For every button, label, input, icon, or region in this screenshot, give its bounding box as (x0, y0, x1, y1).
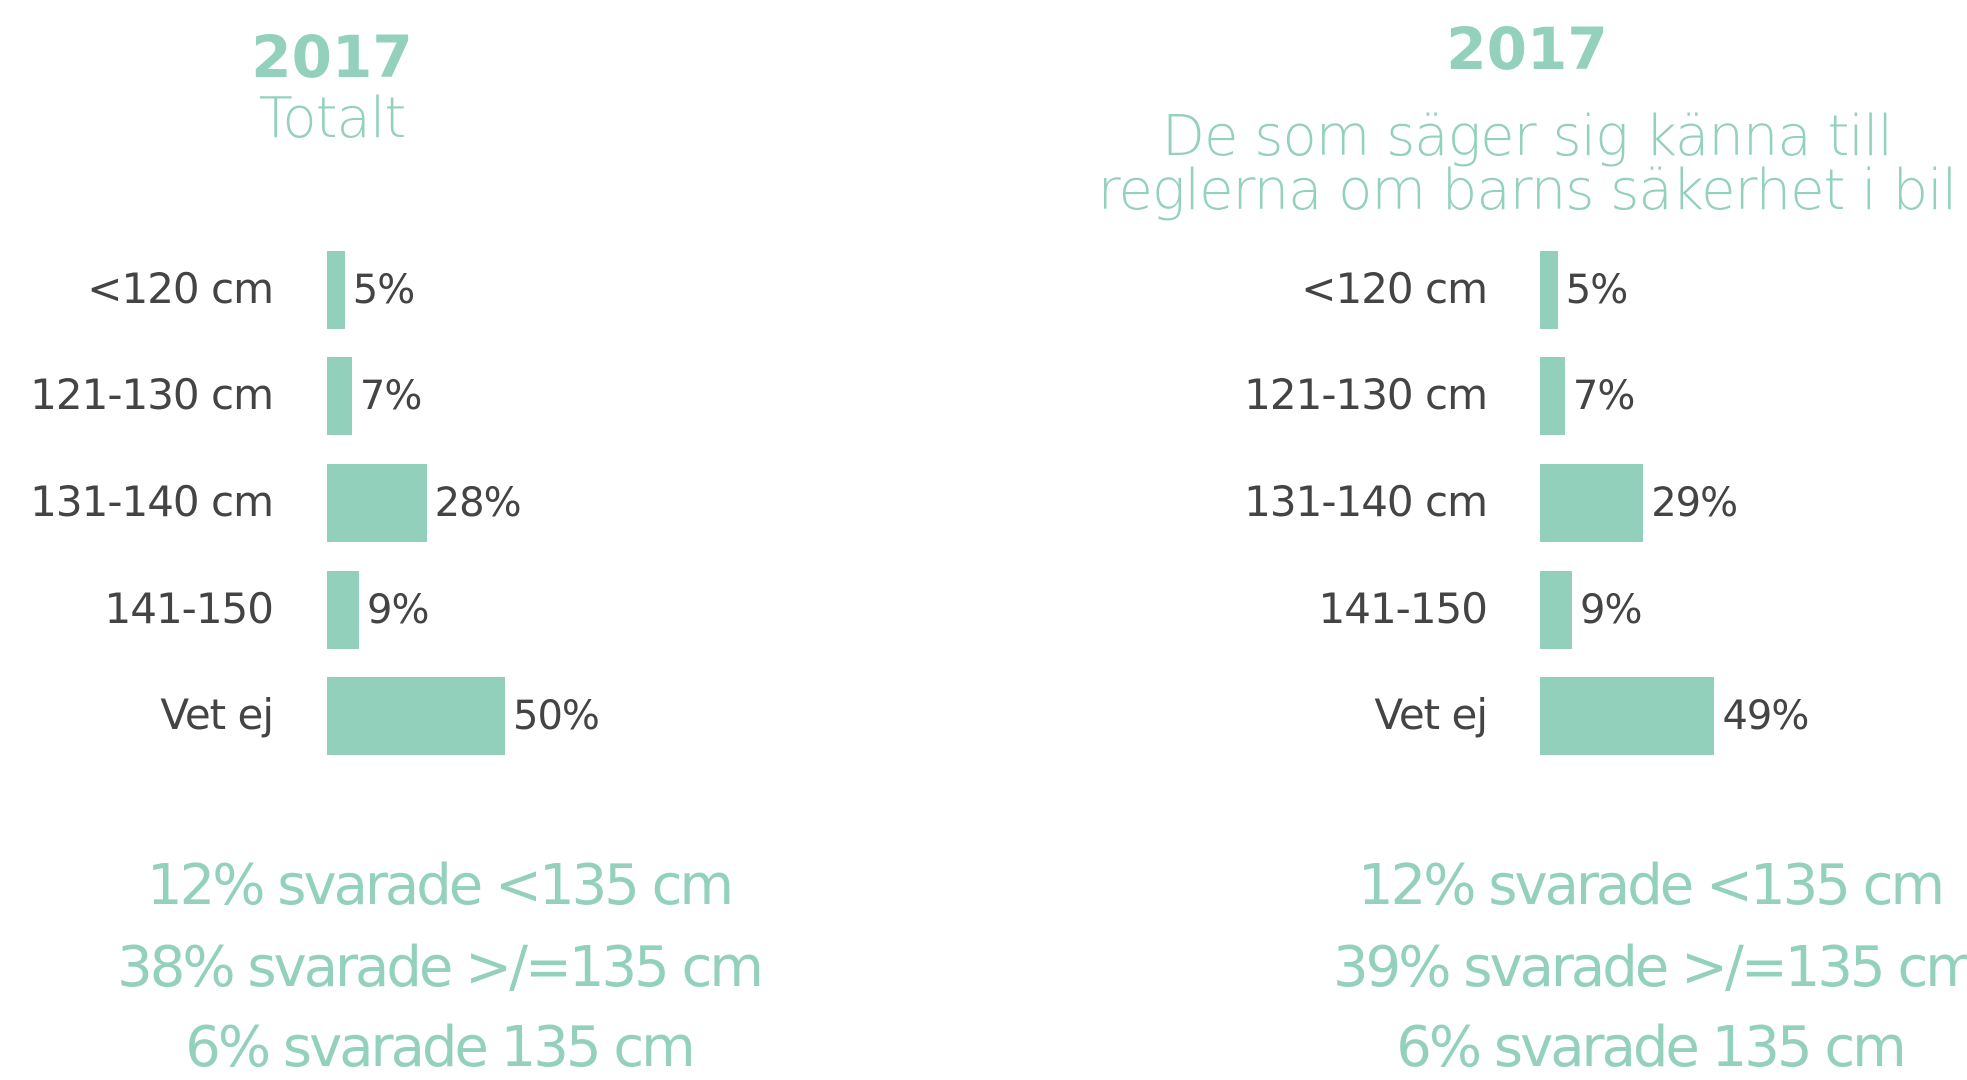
annotation: 12% svarade <135 cm (147, 853, 734, 918)
bar (327, 464, 427, 542)
bar (1540, 357, 1565, 435)
value-label: 28% (434, 480, 522, 526)
category-label: 121-130 cm (1244, 370, 1488, 419)
category-label: 141-150 (1318, 584, 1488, 633)
bar (327, 357, 352, 435)
value-label: 9% (367, 587, 429, 633)
chart-title: 2017 (251, 23, 413, 91)
value-label: 7% (359, 373, 422, 419)
category-label: Vet ej (160, 690, 274, 739)
annotation: 6% svarade 135 cm (1396, 1015, 1906, 1080)
category-label: 131-140 cm (30, 477, 274, 526)
bar (327, 251, 345, 329)
value-label: 5% (1565, 267, 1628, 313)
category-label: 141-150 (104, 584, 274, 633)
value-label: 29% (1651, 480, 1738, 526)
chart-title: 2017 (1446, 15, 1608, 83)
annotation: 12% svarade <135 cm (1358, 853, 1945, 918)
annotation: 38% svarade >/=135 cm (117, 935, 764, 1000)
bar (1540, 464, 1644, 542)
category-label: <120 cm (87, 264, 274, 313)
bar (1540, 251, 1558, 329)
category-label: 121-130 cm (30, 370, 274, 419)
annotation: 39% svarade >/=135 cm (1333, 935, 1967, 1000)
bar (327, 677, 505, 755)
chart-subtitle: Totalt (258, 86, 407, 151)
annotation: 6% svarade 135 cm (185, 1015, 695, 1080)
category-label: Vet ej (1374, 690, 1488, 739)
category-label: 131-140 cm (1244, 477, 1488, 526)
bar (327, 571, 360, 649)
chart-subtitle: De som säger sig känna till reglerna om … (1097, 104, 1958, 223)
value-label: 5% (352, 267, 415, 313)
bar (1540, 571, 1573, 649)
value-label: 49% (1722, 693, 1809, 739)
category-label: <120 cm (1301, 264, 1488, 313)
value-label: 7% (1572, 373, 1635, 419)
bar (1540, 677, 1715, 755)
value-label: 9% (1580, 587, 1642, 633)
value-label: 50% (513, 693, 600, 739)
